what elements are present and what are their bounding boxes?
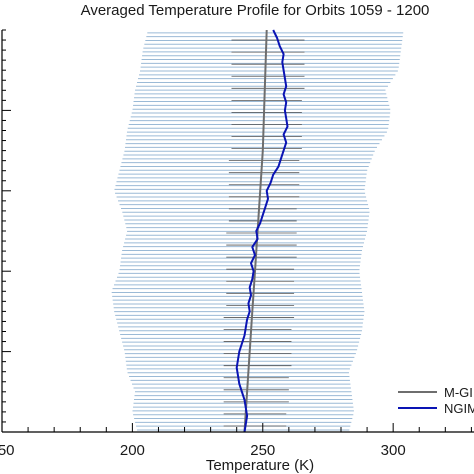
legend-label-ngims: NGIM <box>444 401 474 416</box>
legend-label-mgitm: M-GI <box>444 385 473 400</box>
x-tick-label: 150 <box>0 442 15 459</box>
series-line-mgitm <box>243 29 268 433</box>
temperature-spread-band <box>111 32 404 431</box>
legend: M-GI NGIM <box>398 385 474 416</box>
x-axis-label: Temperature (K) <box>206 457 314 474</box>
error-bars <box>223 39 305 427</box>
x-tick-label: 200 <box>120 442 145 459</box>
y-ticks <box>2 29 11 433</box>
x-ticks: 150 200 250 300 <box>0 423 472 459</box>
x-tick-label: 300 <box>381 442 406 459</box>
series-lines <box>235 29 289 433</box>
x-tick-label: 250 <box>250 442 275 459</box>
chart-title: Averaged Temperature Profile for Orbits … <box>81 2 430 19</box>
series-line-ngims <box>235 29 289 433</box>
